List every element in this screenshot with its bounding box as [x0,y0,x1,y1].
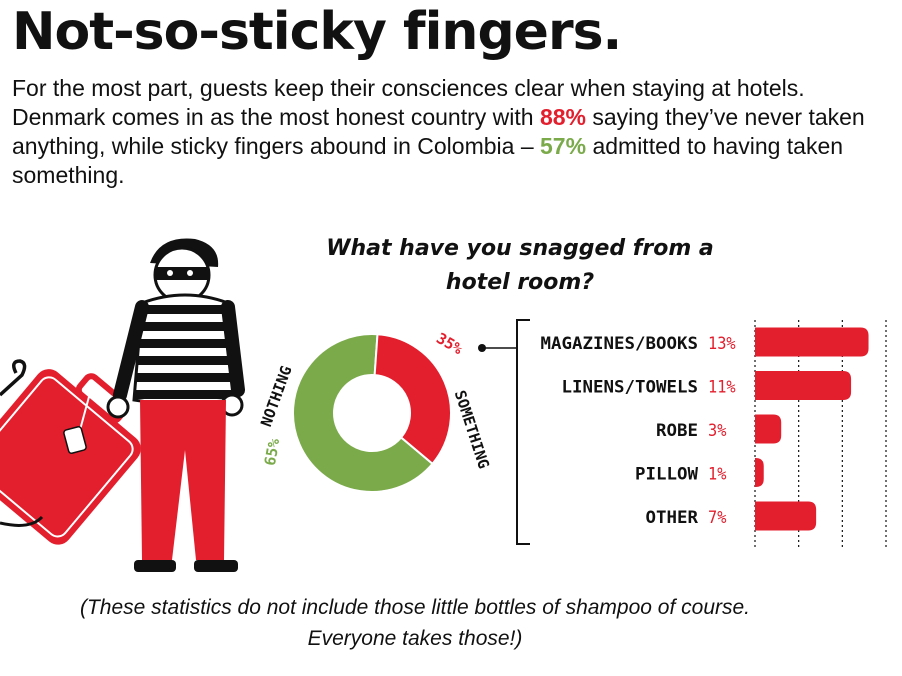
bar-category-label: LINENS/TOWELS [562,378,699,398]
intro-paragraph: For the most part, guests keep their con… [12,74,892,190]
bar-category-label: ROBE [656,421,698,441]
donut-label-nothing: NOTHING [257,364,296,430]
donut-slice-something [373,333,452,466]
intro-text-3: admitted to having taken something. [12,133,844,188]
bar-other [755,501,817,531]
burglar-icon [106,238,245,572]
donut-chart: NOTHING 65% 35% SOMETHING [257,329,490,493]
bar-category-label: MAGAZINES/BOOKS [541,334,699,354]
denmark-percent: 88% [539,104,586,130]
burglar-illustration [0,238,245,572]
bar-value-label: 1% [708,465,726,485]
coat-hanger-icon [0,359,27,397]
bar-pillow [755,458,764,487]
bracket [516,319,530,545]
bar-value-label: 7% [708,508,726,528]
bar-category-label: PILLOW [635,465,699,485]
page-title: Not-so-sticky fingers. [12,2,622,62]
bar-magazines-books [755,327,869,357]
intro-text-2: saying they’ve never taken anything, whi… [12,104,865,159]
bar-value-label: 3% [708,421,726,441]
bar-linens-towels [755,371,852,400]
suitcase-icon [0,369,141,545]
footnote: (These statistics do not include those l… [79,596,751,650]
bar-chart: MAGAZINES/BOOKS 13% LINENS/TOWELS 11% ROBE 3%… [478,319,887,548]
donut-pct-something: 35% [433,329,465,358]
intro-text-1: For the most part, guests keep their con… [12,75,805,130]
colombia-percent: 57% [540,133,587,159]
bar-value-label: 11% [708,378,736,398]
bar-value-label: 13% [708,334,736,354]
donut-slice-nothing [292,333,434,493]
donut-pct-nothing: 65% [261,437,283,467]
bar-category-label: OTHER [646,508,699,528]
bar-robe [755,414,782,444]
chart-question: What have you snagged from a hotel room? [326,236,714,295]
